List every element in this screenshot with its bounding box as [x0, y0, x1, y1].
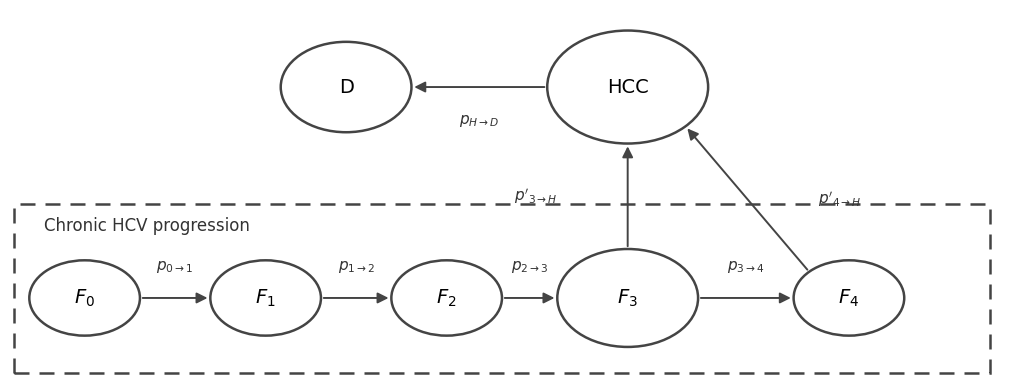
Text: $F_0$: $F_0$: [74, 287, 95, 309]
Text: $p_{1\rightarrow 2}$: $p_{1\rightarrow 2}$: [338, 259, 375, 275]
Text: $F_1$: $F_1$: [256, 287, 276, 309]
Text: $F_3$: $F_3$: [618, 287, 638, 309]
Ellipse shape: [548, 30, 708, 144]
Bar: [14, 204, 990, 373]
Ellipse shape: [210, 260, 321, 336]
Text: $p'_{4\rightarrow H}$: $p'_{4\rightarrow H}$: [817, 189, 861, 209]
Text: HCC: HCC: [606, 77, 649, 97]
Text: D: D: [339, 77, 354, 97]
Text: $F_4$: $F_4$: [839, 287, 860, 309]
Ellipse shape: [281, 42, 412, 132]
Ellipse shape: [558, 249, 698, 347]
Text: Chronic HCV progression: Chronic HCV progression: [45, 217, 250, 235]
Text: $p_{H\rightarrow D}$: $p_{H\rightarrow D}$: [459, 114, 500, 129]
Text: $p_{2\rightarrow 3}$: $p_{2\rightarrow 3}$: [511, 259, 549, 275]
Ellipse shape: [794, 260, 904, 336]
Text: $p_{3\rightarrow 4}$: $p_{3\rightarrow 4}$: [727, 259, 765, 275]
Text: $F_2$: $F_2$: [436, 287, 457, 309]
Ellipse shape: [29, 260, 140, 336]
Ellipse shape: [391, 260, 502, 336]
Text: $p'_{3\rightarrow H}$: $p'_{3\rightarrow H}$: [514, 186, 558, 206]
Text: $p_{0\rightarrow 1}$: $p_{0\rightarrow 1}$: [156, 259, 194, 275]
